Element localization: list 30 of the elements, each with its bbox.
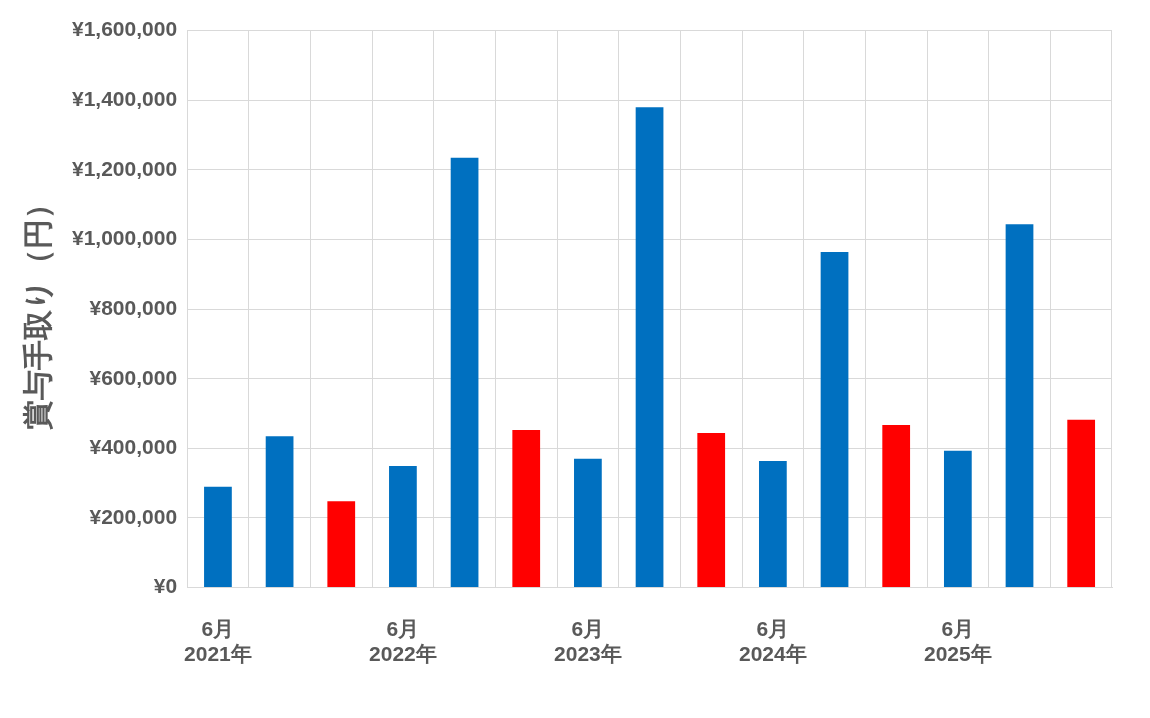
bar bbox=[882, 425, 911, 588]
bar bbox=[450, 157, 479, 588]
x-tick-label: 6月 2022年 bbox=[369, 617, 437, 666]
bar bbox=[1067, 419, 1096, 588]
x-tick-label: 6月 2024年 bbox=[739, 617, 807, 666]
y-axis-title: 賞与手取り（円） bbox=[19, 188, 55, 430]
y-tick-label: ¥800,000 bbox=[89, 295, 178, 319]
bar bbox=[759, 460, 787, 588]
bar bbox=[1005, 224, 1034, 588]
bar bbox=[574, 458, 602, 588]
y-tick-label: ¥200,000 bbox=[89, 504, 178, 528]
bar bbox=[389, 466, 417, 588]
bar bbox=[204, 486, 232, 588]
y-tick-label: ¥1,200,000 bbox=[71, 156, 178, 180]
bar bbox=[820, 252, 849, 588]
x-tick-label: 6月 2025年 bbox=[923, 617, 992, 666]
y-tick-label: ¥1,600,000 bbox=[71, 17, 178, 41]
y-tick-label: ¥600,000 bbox=[89, 365, 178, 389]
bar bbox=[327, 501, 356, 588]
y-tick-label: ¥400,000 bbox=[89, 435, 178, 459]
bar bbox=[943, 450, 972, 588]
y-tick-label: ¥1,400,000 bbox=[71, 87, 178, 111]
bar bbox=[635, 107, 664, 588]
x-tick-label: 6月 2023年 bbox=[554, 617, 622, 666]
y-tick-label: ¥0 bbox=[153, 574, 178, 598]
bar bbox=[512, 429, 541, 588]
x-tick-label: 6月 2021年 bbox=[184, 617, 252, 666]
bar bbox=[697, 433, 726, 588]
bar bbox=[265, 436, 294, 588]
y-tick-label: ¥1,000,000 bbox=[71, 226, 178, 250]
